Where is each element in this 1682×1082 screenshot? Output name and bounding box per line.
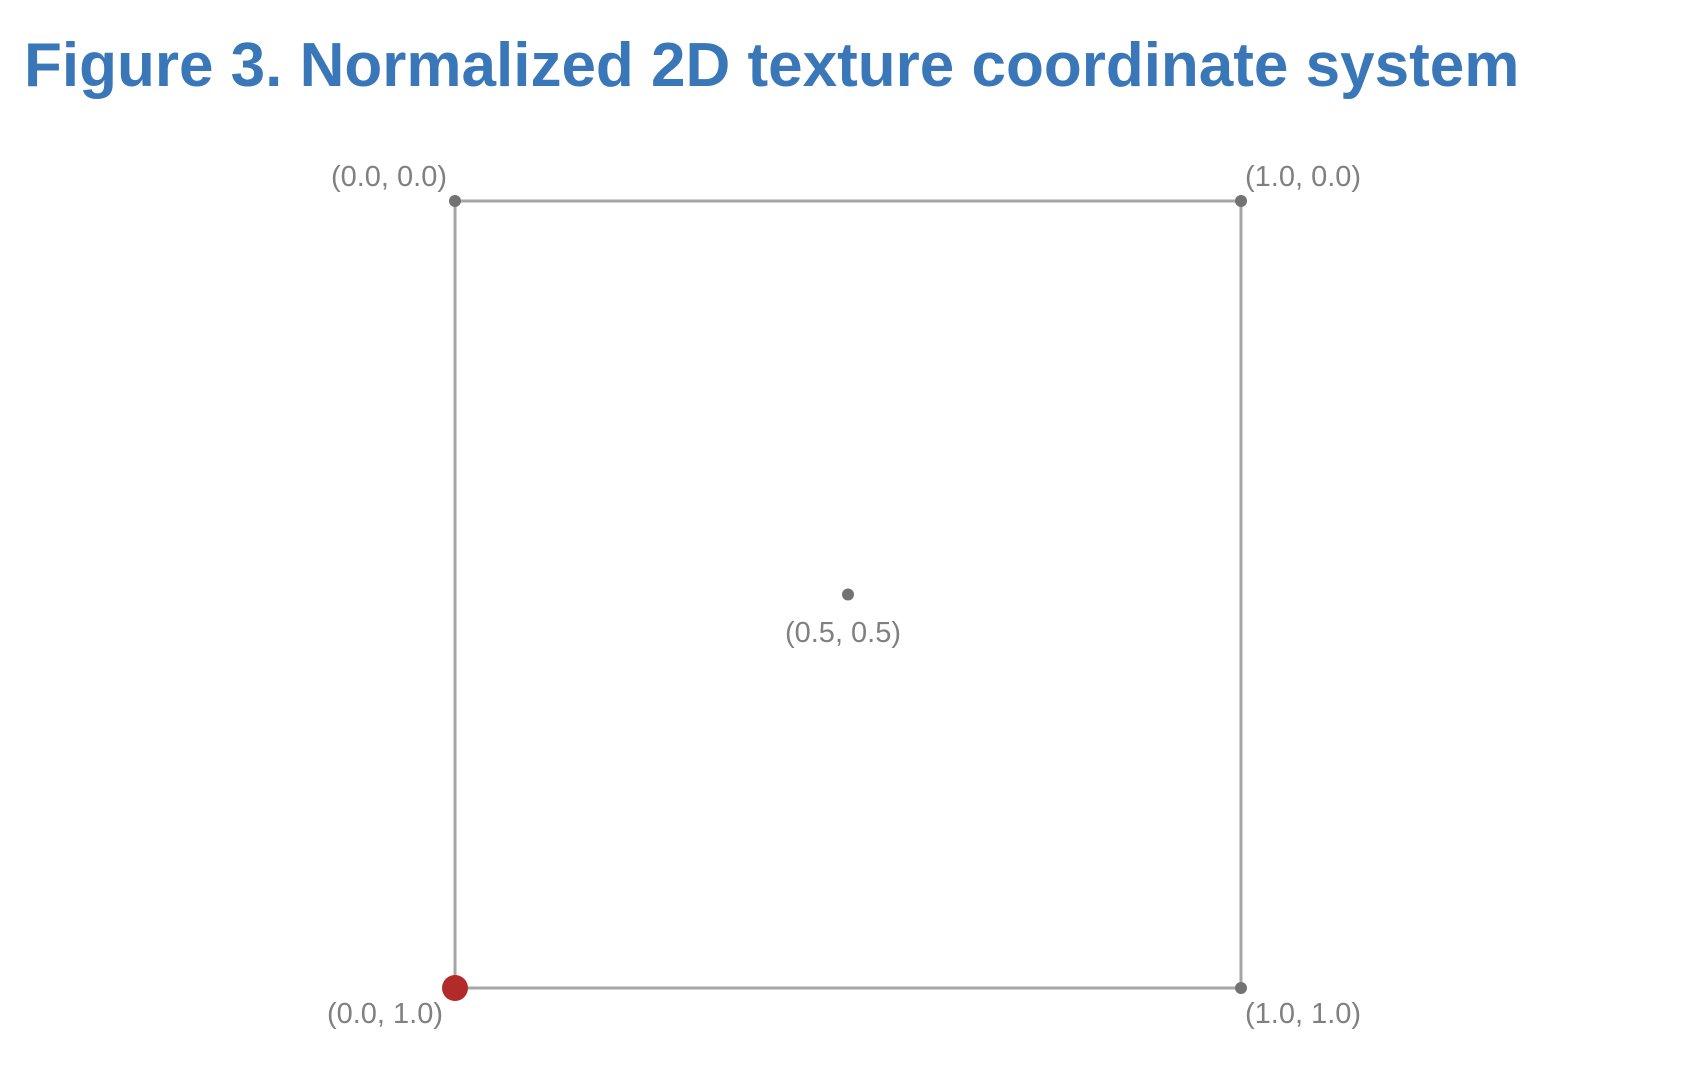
point-bottom-right — [1235, 982, 1247, 994]
coordinate-points — [442, 195, 1247, 1001]
point-center — [842, 588, 854, 601]
label-top-right: (1.0, 0.0) — [1245, 161, 1361, 193]
point-top-right — [1235, 195, 1247, 207]
figure-title: Figure 3. Normalized 2D texture coordina… — [24, 31, 1520, 100]
label-center: (0.5, 0.5) — [785, 617, 901, 649]
point-top-left — [449, 195, 461, 207]
label-top-left: (0.0, 0.0) — [331, 161, 447, 193]
point-bottom-left-highlighted — [442, 975, 468, 1001]
label-bottom-left: (0.0, 1.0) — [327, 998, 443, 1030]
texture-square-border — [453, 199, 1243, 990]
coordinate-labels: (0.0, 0.0) (1.0, 0.0) (0.5, 0.5) (0.0, 1… — [327, 161, 1361, 1030]
label-bottom-right: (1.0, 1.0) — [1245, 998, 1361, 1030]
